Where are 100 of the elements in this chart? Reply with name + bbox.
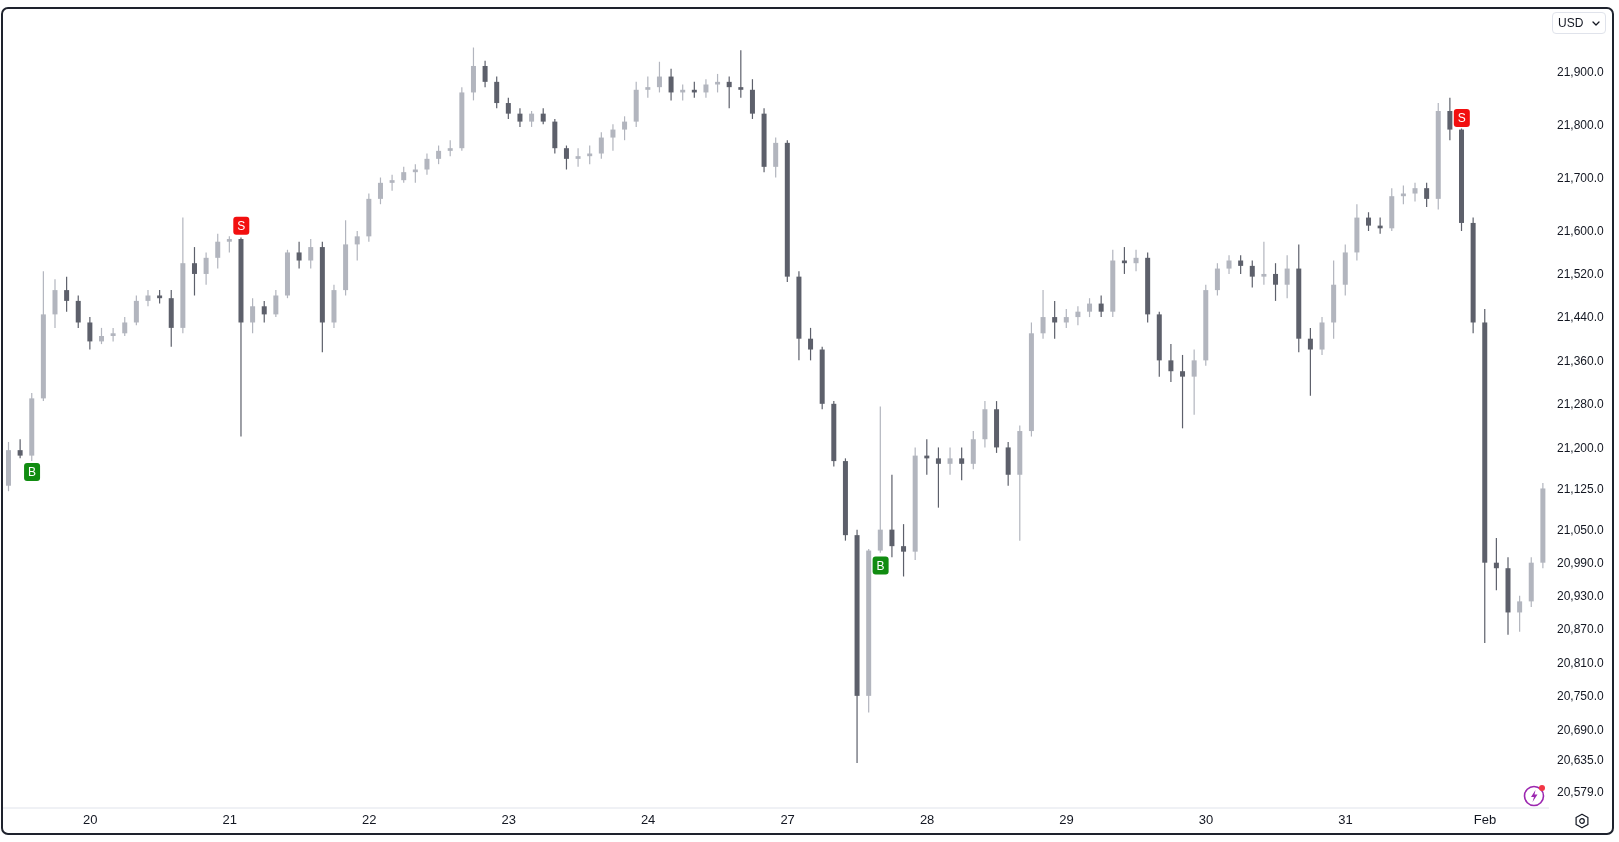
y-tick-label: 21,360.0 bbox=[1557, 353, 1605, 368]
candlestick bbox=[261, 300, 267, 324]
y-tick-label: 21,050.0 bbox=[1557, 522, 1605, 537]
candlestick bbox=[354, 230, 360, 262]
x-tick-label: 27 bbox=[780, 812, 795, 828]
x-tick-label: Feb bbox=[1473, 812, 1497, 828]
candlestick bbox=[1273, 262, 1279, 302]
candlestick bbox=[877, 405, 883, 554]
y-tick-label: 20,990.0 bbox=[1557, 555, 1605, 570]
y-tick-label: 20,635.0 bbox=[1557, 753, 1605, 768]
candlestick bbox=[122, 316, 128, 337]
candlestick bbox=[1133, 249, 1139, 272]
x-tick-label: 22 bbox=[361, 812, 377, 828]
candlestick bbox=[250, 297, 256, 334]
y-tick-label: 20,870.0 bbox=[1557, 622, 1605, 637]
candlestick bbox=[145, 289, 151, 307]
candlestick bbox=[1261, 241, 1267, 286]
candlestick bbox=[1052, 300, 1058, 340]
candlestick bbox=[191, 246, 197, 297]
candlestick bbox=[1412, 182, 1418, 203]
candlestick bbox=[1447, 97, 1453, 141]
y-tick-label: 20,750.0 bbox=[1557, 689, 1605, 704]
candlestick bbox=[482, 60, 488, 88]
currency-select: USD bbox=[1552, 12, 1606, 34]
candlestick bbox=[563, 144, 569, 171]
candlestick bbox=[1087, 297, 1093, 318]
candlestick bbox=[749, 78, 755, 120]
y-tick-label: 21,280.0 bbox=[1557, 397, 1605, 412]
candlestick bbox=[610, 123, 616, 152]
data-label: B bbox=[876, 558, 885, 573]
candlestick bbox=[215, 233, 221, 270]
candlestick bbox=[17, 438, 23, 459]
candlestick bbox=[505, 97, 511, 120]
x-tick-label: 28 bbox=[919, 812, 935, 828]
data-label: B bbox=[28, 465, 37, 480]
candlestick bbox=[703, 78, 709, 99]
x-tick-label: 20 bbox=[82, 812, 98, 828]
y-tick-label: 21,125.0 bbox=[1557, 481, 1605, 496]
x-tick-label: 29 bbox=[1059, 812, 1074, 828]
y-tick-label: 21,200.0 bbox=[1557, 440, 1605, 455]
y-tick-label: 21,700.0 bbox=[1557, 170, 1605, 185]
candlestick bbox=[575, 147, 581, 168]
candlestick bbox=[1075, 305, 1081, 326]
y-tick-label: 21,440.0 bbox=[1557, 310, 1605, 325]
candlestick bbox=[959, 446, 965, 481]
candlestick bbox=[494, 75, 500, 109]
candlestick bbox=[517, 107, 523, 128]
y-tick-label: 20,810.0 bbox=[1557, 655, 1605, 670]
candlestick bbox=[424, 152, 430, 176]
candlestick bbox=[1238, 254, 1244, 275]
candlestick bbox=[935, 446, 941, 509]
candlestick bbox=[1191, 348, 1197, 416]
candlestick bbox=[1040, 289, 1046, 340]
candlestick bbox=[133, 294, 139, 326]
candlestick bbox=[808, 327, 814, 361]
y-tick-label: 20,930.0 bbox=[1557, 589, 1605, 604]
candlestick bbox=[1424, 182, 1430, 208]
candlestick bbox=[1366, 211, 1372, 232]
x-tick-label: 30 bbox=[1198, 812, 1214, 828]
candlestick bbox=[645, 75, 651, 99]
candlestick bbox=[738, 49, 744, 99]
candlestick bbox=[377, 176, 383, 205]
candlestick bbox=[1226, 254, 1232, 275]
candlestick bbox=[296, 241, 302, 270]
data-label: S bbox=[1457, 111, 1466, 126]
candlestick bbox=[726, 75, 732, 109]
data-label: S bbox=[237, 218, 246, 233]
candlestick bbox=[773, 136, 779, 179]
candlestick bbox=[1249, 259, 1255, 289]
candlestick bbox=[64, 276, 70, 313]
candlestick bbox=[1284, 254, 1290, 299]
x-tick-label: 21 bbox=[222, 812, 237, 828]
y-tick-label: 21,600.0 bbox=[1557, 224, 1605, 239]
candlestick bbox=[901, 523, 907, 578]
candlestick bbox=[889, 474, 895, 558]
candlestick bbox=[668, 68, 674, 101]
y-tick-label: 20,690.0 bbox=[1557, 722, 1605, 737]
candlestick bbox=[308, 238, 314, 270]
candlestick bbox=[1307, 327, 1313, 397]
candlestick bbox=[656, 61, 662, 94]
y-tick-label: 20,579.0 bbox=[1557, 784, 1605, 799]
candlestick bbox=[622, 115, 628, 141]
candlestick bbox=[947, 446, 953, 476]
candlestick bbox=[1063, 308, 1069, 329]
candlestick bbox=[436, 144, 442, 165]
candlestick bbox=[1214, 262, 1220, 297]
candlestick bbox=[1098, 294, 1104, 318]
y-tick-label: 21,900.0 bbox=[1557, 64, 1605, 79]
y-tick-label: 21,800.0 bbox=[1557, 117, 1605, 132]
candlestick bbox=[75, 294, 81, 329]
candlestick bbox=[273, 289, 279, 318]
candlestick bbox=[1517, 595, 1523, 633]
candlestick bbox=[87, 316, 93, 351]
y-axis-title: USD bbox=[1558, 16, 1584, 30]
x-tick-label: 24 bbox=[640, 812, 656, 828]
candlestick bbox=[1180, 354, 1186, 429]
candlestick bbox=[203, 251, 209, 286]
candlestick bbox=[110, 327, 116, 343]
y-tick-label: 21,520.0 bbox=[1557, 267, 1605, 282]
candlestick bbox=[389, 174, 395, 192]
